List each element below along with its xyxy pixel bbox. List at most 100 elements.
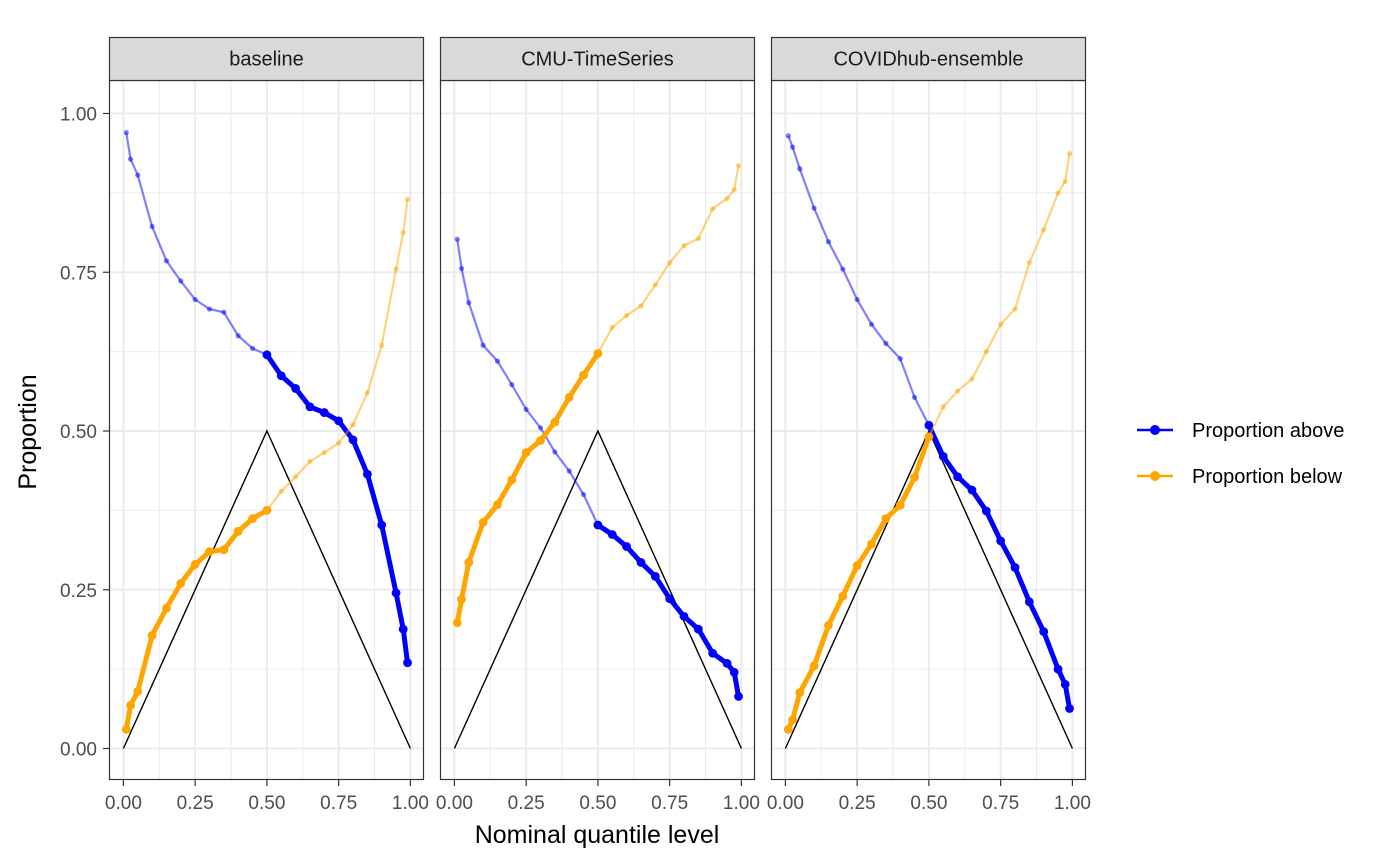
point-above [127, 156, 134, 162]
x-tick-label: 0.25 [177, 793, 214, 814]
point-below [162, 603, 171, 613]
x-tick-label: 0.00 [105, 793, 142, 814]
point-below [579, 370, 588, 380]
series-below [452, 162, 742, 628]
point-above [566, 468, 572, 474]
point-above [178, 278, 184, 284]
y-tick-label: 0.75 [60, 263, 97, 284]
x-tick-label: 0.25 [508, 793, 545, 814]
point-above [537, 425, 544, 431]
point-above [398, 624, 408, 634]
point-above [235, 333, 241, 339]
reference-line [453, 429, 743, 749]
point-below [379, 342, 385, 348]
point-above [840, 266, 846, 272]
point-below [478, 518, 488, 527]
point-below [1026, 260, 1032, 266]
point-below [881, 514, 891, 524]
point-above [391, 588, 401, 598]
point-below [783, 725, 793, 734]
point-above [1010, 563, 1020, 572]
series-line-above-faded [787, 135, 930, 426]
point-above [924, 420, 934, 430]
x-tick-label: 0.50 [248, 793, 285, 814]
point-below [681, 242, 687, 249]
x-axis-title: Nominal quantile level [475, 821, 720, 849]
point-below [176, 579, 186, 588]
series-line-below-bold [454, 352, 600, 624]
point-below [609, 324, 615, 331]
point-below [940, 404, 946, 410]
point-below [493, 500, 502, 510]
point-above [135, 172, 141, 178]
point-below [710, 206, 716, 212]
point-above [334, 416, 344, 426]
legend-item-1: Proportion above [1137, 420, 1344, 442]
point-above [868, 321, 875, 327]
point-above [911, 394, 918, 400]
y-tick-label: 0.00 [60, 740, 97, 761]
point-below [1012, 306, 1018, 312]
point-below [350, 422, 356, 428]
point-below [983, 349, 989, 355]
point-above [734, 692, 743, 701]
point-below [667, 260, 673, 266]
point-below [521, 448, 531, 457]
legend-key-point [1150, 471, 1160, 481]
series-line-above-faded [125, 132, 268, 356]
point-above [466, 300, 472, 306]
point-above [454, 236, 460, 242]
point-above [981, 506, 991, 516]
point-below [910, 472, 919, 482]
point-below [731, 187, 737, 193]
point-below [1055, 190, 1061, 196]
point-below [1041, 227, 1047, 233]
series-line-above-faded [456, 239, 599, 526]
point-below [724, 195, 730, 202]
point-above [693, 624, 703, 634]
point-above [552, 449, 558, 455]
point-below [507, 475, 517, 485]
point-above [509, 382, 515, 388]
point-above [679, 612, 689, 621]
x-axis-ticks: 0.00 0.25 0.50 0.75 1.00 [767, 780, 1091, 814]
grid-lines [771, 80, 1086, 780]
x-tick-label: 0.75 [651, 793, 688, 814]
series-above [454, 236, 743, 701]
point-below [895, 500, 905, 510]
point-above [785, 133, 791, 139]
point-below [205, 547, 214, 557]
y-tick-label: 0.25 [60, 581, 97, 602]
point-below [735, 162, 742, 169]
series-line-below-faded [266, 199, 409, 512]
x-tick-label: 0.75 [982, 793, 1019, 814]
point-above [123, 129, 129, 136]
grid-lines [440, 80, 755, 780]
point-below [190, 559, 200, 569]
point-below [536, 436, 545, 445]
point-above [291, 384, 300, 393]
x-tick-label: 0.75 [320, 793, 357, 814]
series-above [123, 129, 412, 668]
point-above [1053, 664, 1063, 674]
point-below [550, 417, 560, 427]
y-axis-title: Proportion [14, 374, 42, 489]
point-above [854, 296, 860, 303]
point-above [1039, 627, 1049, 637]
point-above [797, 166, 803, 172]
point-above [163, 258, 170, 264]
point-above [789, 144, 796, 150]
point-above [883, 340, 889, 346]
point-above [362, 469, 372, 479]
series-below [783, 150, 1073, 734]
facet-strip-label: baseline [229, 49, 304, 71]
x-tick-label: 0.00 [767, 793, 804, 814]
point-below [147, 631, 157, 640]
point-above [897, 356, 903, 362]
point-below [457, 594, 466, 604]
reference-line [122, 429, 412, 749]
point-below [262, 505, 272, 515]
point-below [126, 700, 135, 710]
point-below [233, 526, 243, 536]
